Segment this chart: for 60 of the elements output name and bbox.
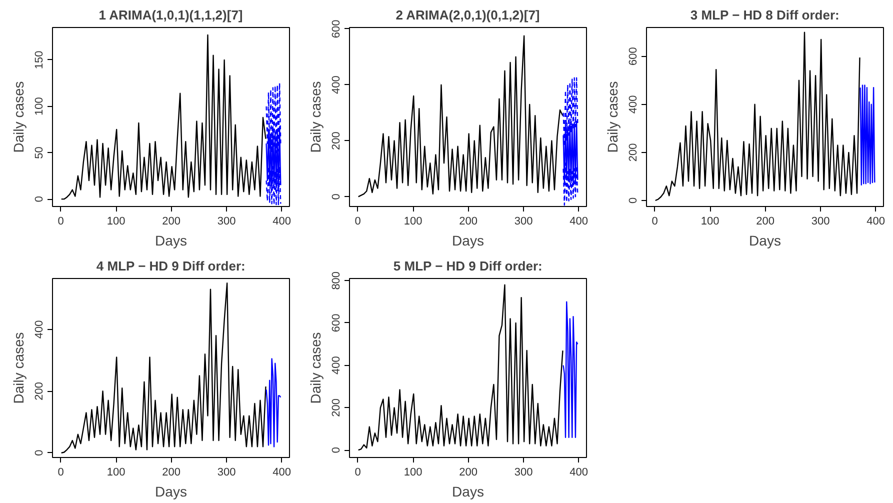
y-tick-label: 800 (330, 271, 342, 290)
chart-title: 4 MLP − HD 9 Diff order: (96, 258, 246, 274)
x-tick-label: 400 (570, 216, 588, 228)
y-axis-title: Daily cases (10, 332, 26, 404)
y-tick-label: 600 (628, 47, 640, 66)
x-tick-label: 100 (106, 466, 126, 478)
y-tick-label: 0 (34, 196, 46, 202)
y-tick-label: 400 (34, 320, 46, 339)
x-tick-label: 400 (272, 466, 291, 478)
y-tick-label: 200 (330, 132, 342, 150)
y-tick-label: 150 (34, 50, 46, 70)
y-tick-label: 0 (34, 450, 46, 456)
y-tick-label: 100 (34, 97, 46, 116)
x-axis-title: Days (452, 484, 484, 500)
y-axis-title: Daily cases (308, 81, 324, 153)
chart-title: 3 MLP − HD 8 Diff order: (690, 8, 840, 22)
x-tick-label: 200 (459, 216, 478, 228)
y-tick-label: 0 (330, 194, 342, 200)
x-tick-label: 200 (756, 216, 774, 228)
x-tick-label: 200 (162, 466, 180, 478)
x-tick-label: 100 (404, 466, 422, 478)
x-axis-title: Days (155, 484, 187, 500)
x-tick-label: 0 (652, 216, 658, 228)
x-tick-label: 100 (700, 216, 720, 228)
y-tick-label: 200 (628, 143, 640, 162)
x-tick-label: 300 (811, 216, 830, 228)
x-tick-label: 400 (866, 216, 885, 228)
y-tick-label: 600 (330, 314, 342, 332)
x-tick-label: 100 (404, 216, 422, 228)
x-tick-label: 200 (162, 216, 180, 228)
y-tick-label: 200 (34, 382, 46, 400)
chart-title: 5 MLP − HD 9 Diff order: (393, 258, 542, 274)
y-tick-label: 400 (330, 76, 342, 94)
x-tick-label: 300 (514, 216, 533, 228)
y-tick-label: 0 (628, 197, 640, 204)
x-tick-label: 0 (58, 466, 64, 478)
chart-title: 2 ARIMA(2,0,1)(0,1,2)[7] (396, 8, 540, 22)
x-axis-title: Days (155, 232, 187, 248)
y-tick-label: 400 (628, 95, 640, 114)
x-tick-label: 300 (217, 216, 236, 228)
chart-title: 1 ARIMA(1,0,1)(1,1,2)[7] (98, 8, 243, 22)
x-tick-label: 400 (570, 466, 588, 478)
y-tick-label: 600 (330, 20, 342, 38)
y-axis-title: Daily cases (10, 81, 26, 153)
y-axis-title: Daily cases (604, 81, 620, 153)
x-axis-title: Days (452, 232, 484, 248)
x-tick-label: 300 (514, 466, 533, 478)
y-tick-label: 200 (330, 398, 342, 417)
x-tick-label: 0 (354, 466, 361, 478)
x-tick-label: 100 (106, 216, 126, 228)
x-axis-title: Days (749, 232, 781, 248)
y-axis-title: Daily cases (308, 332, 324, 404)
y-tick-label: 50 (34, 146, 46, 159)
x-tick-label: 300 (217, 466, 236, 478)
y-tick-label: 0 (330, 447, 342, 454)
x-tick-label: 0 (354, 216, 361, 228)
x-tick-label: 0 (58, 216, 64, 228)
x-tick-label: 400 (272, 216, 291, 228)
y-tick-label: 400 (330, 356, 342, 375)
x-tick-label: 200 (459, 466, 478, 478)
